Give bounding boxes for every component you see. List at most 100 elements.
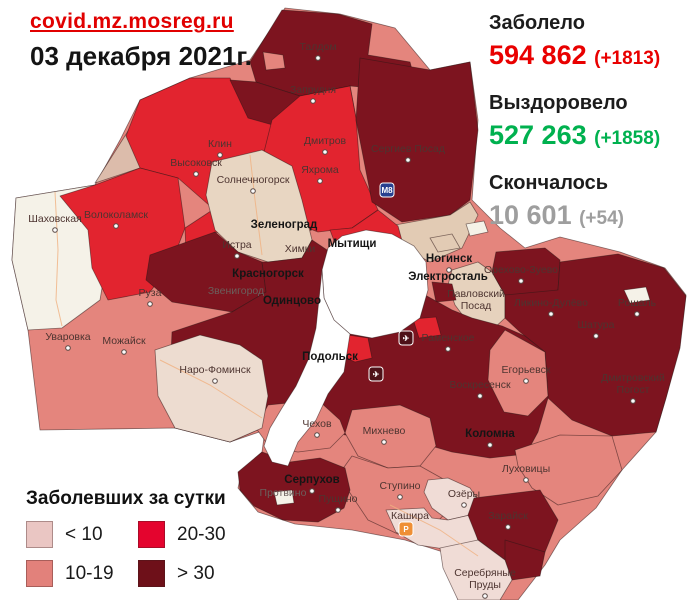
- legend-swatch: [26, 521, 53, 548]
- district-label: Мытищи: [328, 238, 377, 250]
- stat-deceased-delta: (+54): [579, 208, 624, 229]
- district-label: Запрудня: [290, 84, 336, 96]
- district-label: Ступино: [380, 480, 421, 492]
- district-label: Шатура: [578, 319, 615, 331]
- legend-swatch: [138, 521, 165, 548]
- district-dot: [234, 253, 240, 259]
- district-dot: [381, 439, 387, 445]
- stat-recovered-value: 527 263: [489, 120, 587, 150]
- stat-infected-label: Заболело: [489, 12, 585, 34]
- stats-panel: Заболело 594 862 (+1813) Выздоровело 527…: [489, 12, 685, 252]
- legend-label: < 10: [65, 523, 103, 545]
- district-dot: [121, 349, 127, 355]
- district-label: Уваровка: [45, 331, 90, 343]
- district-label: Протвино: [260, 487, 307, 499]
- svg-text:✈: ✈: [403, 334, 410, 343]
- map-region-noginsk-pale-patch: [465, 220, 489, 237]
- district-dot: [397, 494, 403, 500]
- road-m8-badge: М8: [379, 182, 395, 198]
- map-region-serebryanye-prudy: [439, 539, 513, 600]
- district-dot: [314, 432, 320, 438]
- district-label: Рошаль: [618, 297, 657, 309]
- district-dot: [113, 223, 119, 229]
- report-date: 03 декабря 2021г.: [30, 41, 252, 71]
- district-label: Электросталь: [408, 271, 488, 283]
- district-label: Зеленоград: [251, 219, 318, 231]
- map-region-zhukovsky-red: [412, 316, 442, 339]
- airport-domodedovo-icon: ✈: [368, 366, 384, 382]
- district-dot: [593, 333, 599, 339]
- stat-recovered-label: Выздоровело: [489, 92, 628, 114]
- stat-recovered-delta: (+1858): [594, 128, 661, 149]
- map-road: [389, 504, 479, 557]
- legend-label: 20-30: [177, 523, 226, 545]
- district-label: Красногорск: [232, 268, 304, 280]
- district-dot: [630, 398, 636, 404]
- map-region-dubna-notch: [262, 51, 286, 71]
- district-label: Дмитровский Погост: [601, 372, 665, 396]
- district-label: Орехово-Зуево: [484, 264, 558, 276]
- district-label: Солнечногорск: [217, 174, 290, 186]
- district-dot: [147, 301, 153, 307]
- legend-title: Заболевших за сутки: [26, 488, 226, 509]
- district-label: Подольск: [302, 351, 358, 363]
- district-dot: [405, 157, 411, 163]
- stat-deceased-label: Скончалось: [489, 172, 609, 194]
- legend-swatch: [26, 560, 53, 587]
- district-dot: [217, 152, 223, 158]
- district-label: Кашира: [391, 510, 429, 522]
- map-region-egoryevsk: [487, 329, 549, 417]
- airport-zhukovsky-icon: ✈: [398, 330, 414, 346]
- map-region-naro-fominsk: [154, 334, 269, 443]
- map-region-roshal-patch: [623, 286, 651, 304]
- district-dot: [505, 524, 511, 530]
- legend-label: > 30: [177, 562, 215, 584]
- district-label: Истра: [222, 239, 251, 251]
- legend-label: 10-19: [65, 562, 114, 584]
- map-region-elektrostal-dark-spot: [431, 281, 457, 303]
- district-label: Талдом: [299, 41, 336, 53]
- district-label: Воскресенск: [449, 379, 511, 391]
- district-dot: [335, 507, 341, 513]
- district-dot: [487, 442, 493, 448]
- map-road: [249, 154, 263, 256]
- district-dot: [446, 267, 452, 273]
- district-label: Шаховская: [28, 213, 82, 225]
- district-label: Сергиев Посад: [371, 143, 445, 155]
- legend-swatch: [138, 560, 165, 587]
- district-label: Серебряные Пруды: [454, 567, 516, 591]
- district-label: Чехов: [302, 418, 332, 430]
- district-label: Высоковск: [170, 157, 222, 169]
- district-label: Дмитров: [304, 135, 347, 147]
- stat-infected-value: 594 862: [489, 40, 587, 70]
- district-label: Звенигород: [208, 285, 264, 297]
- district-dot: [548, 311, 554, 317]
- district-dot: [193, 171, 199, 177]
- stat-infected-delta: (+1813): [594, 48, 661, 69]
- district-label: Серпухов: [284, 474, 339, 486]
- district-dot: [523, 378, 529, 384]
- district-label: Егорьевск: [502, 364, 551, 376]
- district-label: Луховицы: [502, 463, 550, 475]
- map-road: [54, 191, 63, 327]
- district-dot: [518, 278, 524, 284]
- district-label: Коломна: [465, 428, 515, 440]
- district-dot: [523, 477, 529, 483]
- stat-deceased: Скончалось 10 601 (+54): [489, 172, 685, 231]
- map-legend: Заболевших за сутки < 10 10-19 20-30 > 30: [26, 488, 226, 587]
- district-label: Наро-Фоминск: [179, 364, 251, 376]
- map-region-lukhovitsy: [514, 434, 623, 506]
- source-link[interactable]: covid.mz.mosreg.ru: [30, 10, 234, 33]
- district-label: Одинцово: [263, 295, 321, 307]
- district-dot: [52, 227, 58, 233]
- district-label: Озёры: [448, 488, 480, 500]
- stat-infected: Заболело 594 862 (+1813): [489, 12, 685, 71]
- district-label: Клин: [208, 138, 232, 150]
- district-label: Раменское: [422, 332, 475, 344]
- map-region-noginsk-beige-patch: [429, 233, 461, 253]
- district-label: Павловский Посад: [447, 288, 505, 312]
- legend-item: 20-30: [138, 521, 226, 548]
- district-dot: [482, 593, 488, 599]
